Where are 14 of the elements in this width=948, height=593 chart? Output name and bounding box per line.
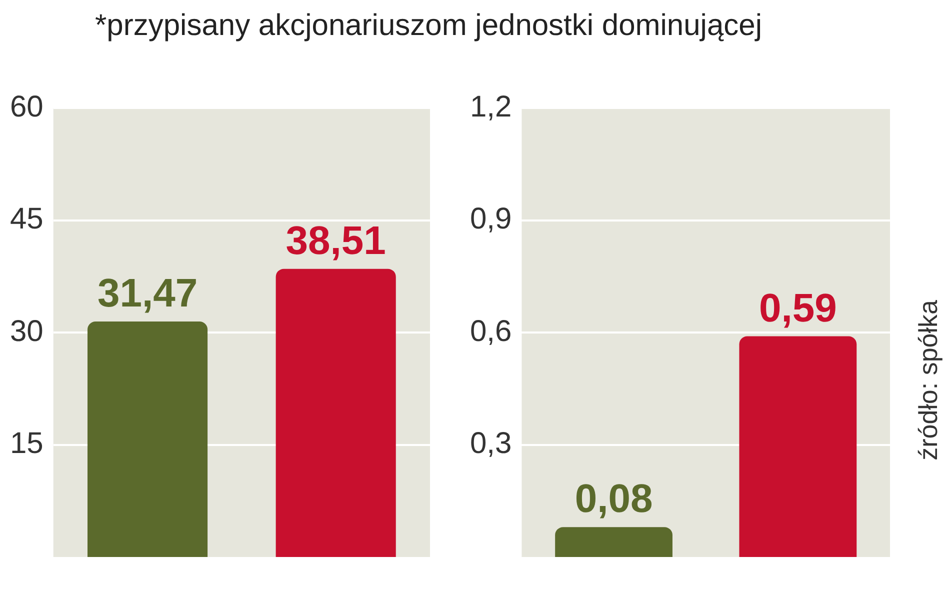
y-tick-label: 60 (10, 90, 44, 124)
data-label: 38,51 (286, 218, 386, 263)
data-label: 0,59 (758, 286, 837, 330)
y-tick-label: 0,3 (470, 427, 512, 460)
data-label: 0,08 (574, 477, 653, 522)
y-tick-label: 15 (10, 427, 44, 460)
data-label: 31,47 (97, 272, 198, 316)
text: *przypisany akcjonariuszom jednostki dominującej (95, 8, 763, 44)
y-tick-label: 0,9 (470, 202, 512, 236)
y-tick-label: 30 (10, 314, 44, 348)
y-tick-label: 45 (10, 202, 44, 236)
y-tick-label: 1,2 (470, 90, 512, 124)
y-tick-label: 0,6 (470, 314, 512, 348)
text: źródło: spółka (913, 300, 944, 460)
